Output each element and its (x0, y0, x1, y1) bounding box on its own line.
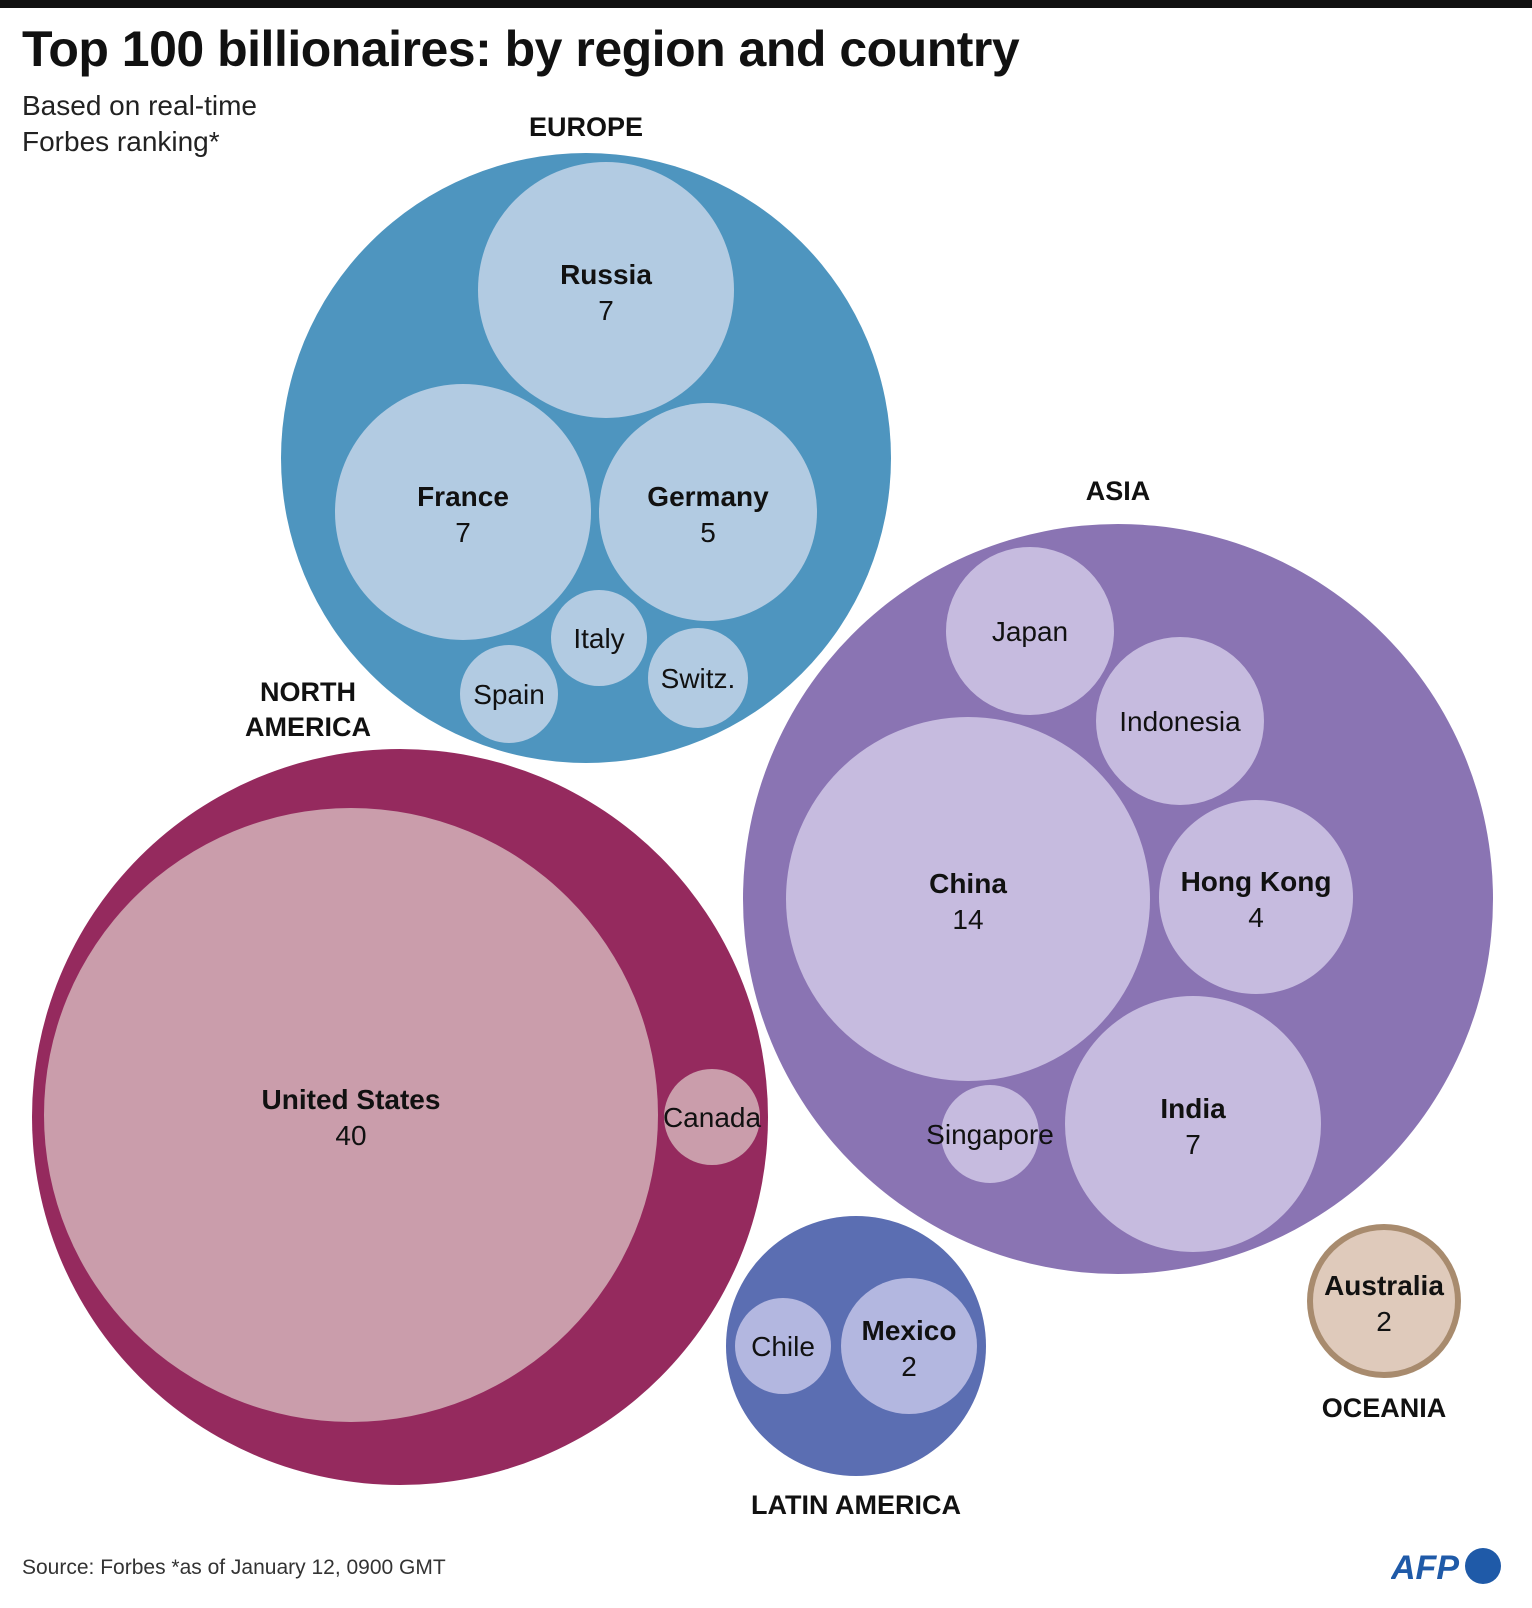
afp-logo-text: AFP (1391, 1549, 1459, 1586)
country-label-indonesia: Indonesia (1119, 706, 1241, 737)
region-label-oceania: OCEANIA (1322, 1393, 1447, 1423)
country-label-mexico: Mexico (862, 1315, 957, 1346)
region-label-asia: ASIA (1086, 476, 1151, 506)
country-bubble-australia (1313, 1230, 1455, 1372)
country-label-united-states: United States (262, 1084, 441, 1115)
country-value-united-states: 40 (335, 1120, 366, 1151)
country-label-france: France (417, 481, 509, 512)
country-label-switz: Switz. (661, 663, 736, 694)
country-label-singapore: Singapore (926, 1119, 1054, 1150)
country-bubble-russia (478, 162, 734, 418)
country-label-japan: Japan (992, 616, 1068, 647)
country-label-hong-kong: Hong Kong (1181, 866, 1332, 897)
region-label-north-america-1: NORTH (260, 677, 356, 707)
afp-logo-dot (1465, 1548, 1501, 1584)
country-value-australia: 2 (1376, 1306, 1392, 1337)
country-value-germany: 5 (700, 517, 716, 548)
country-value-mexico: 2 (901, 1351, 917, 1382)
country-bubble-india (1065, 996, 1321, 1252)
country-label-china: China (929, 868, 1007, 899)
source-note: Source: Forbes *as of January 12, 0900 G… (22, 1556, 446, 1580)
country-label-germany: Germany (647, 481, 769, 512)
country-value-france: 7 (455, 517, 471, 548)
afp-logo: AFP (1391, 1546, 1503, 1586)
country-bubble-united-states (44, 808, 658, 1422)
region-label-latin-america: LATIN AMERICA (751, 1490, 961, 1520)
country-bubble-germany (599, 403, 817, 621)
region-label-europe: EUROPE (529, 112, 643, 142)
country-bubble-france (335, 384, 591, 640)
country-value-china: 14 (952, 904, 983, 935)
country-label-india: India (1160, 1093, 1226, 1124)
country-bubble-hong-kong (1159, 800, 1353, 994)
country-label-australia: Australia (1324, 1270, 1444, 1301)
country-value-india: 7 (1185, 1129, 1201, 1160)
region-latin-america: LATIN AMERICA Chile Mexico 2 (726, 1216, 986, 1520)
country-label-russia: Russia (560, 259, 652, 290)
region-oceania: OCEANIA Australia 2 (1307, 1224, 1461, 1423)
country-value-hong-kong: 4 (1248, 902, 1264, 933)
bubble-chart: EUROPE Russia 7 France 7 Germany 5 Italy Switz. S… (0, 0, 1532, 1608)
country-label-canada: Canada (663, 1102, 762, 1133)
country-label-italy: Italy (573, 623, 624, 654)
region-europe: EUROPE Russia 7 France 7 Germany 5 Italy Switz. S… (281, 112, 891, 763)
region-north-america: NORTH AMERICA United States 40 Canada (32, 677, 768, 1485)
country-value-russia: 7 (598, 295, 614, 326)
country-label-spain: Spain (473, 679, 545, 710)
country-bubble-china (786, 717, 1150, 1081)
region-label-north-america-2: AMERICA (245, 712, 371, 742)
country-label-chile: Chile (751, 1331, 815, 1362)
country-bubble-mexico (841, 1278, 977, 1414)
